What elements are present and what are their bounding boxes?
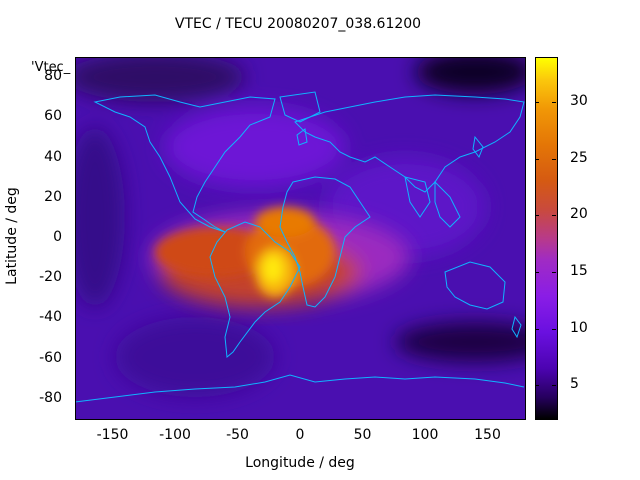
colorbar-tick-mark (552, 328, 556, 330)
colorbar-tick-label: 25 (570, 149, 588, 166)
colorbar-tick-mark (535, 215, 539, 217)
mid-tec-region-north-atlantic (165, 107, 345, 187)
coastline-india (404, 176, 431, 218)
x-tick-label: -100 (159, 427, 191, 443)
x-tick-label: 150 (474, 427, 501, 443)
coastlines (75, 91, 525, 403)
colorbar (535, 57, 558, 420)
chart-title: VTEC / TECU 20080207_038.61200 (174, 16, 422, 32)
colorbar-tick-label: 5 (570, 376, 579, 393)
colorbar-tick-mark (535, 385, 539, 387)
x-tick-label: 50 (353, 427, 372, 443)
low-tec-region-west-edge (75, 127, 125, 307)
anomaly-west-lobe (155, 227, 275, 277)
colorbar-tick-mark (535, 328, 539, 330)
y-tick-label: -60 (39, 349, 62, 366)
x-tick-label: 100 (411, 427, 439, 443)
colorbar-tick-mark (535, 158, 539, 160)
y-tick-label: 80 (44, 68, 62, 85)
coastline-africa (279, 176, 371, 308)
y-axis-label: Latitude / deg (4, 187, 20, 285)
low-tec-region-south-pacific (115, 317, 275, 397)
coastline-japan (472, 135, 484, 159)
low-tec-region-north-pacific (75, 57, 245, 102)
coastline-new-zealand (511, 315, 522, 339)
colorbar-tick-mark (552, 102, 556, 104)
y-tick-label: 20 (44, 188, 62, 205)
colorbar-tick-mark (535, 271, 539, 273)
y-tick-label: -20 (39, 269, 62, 286)
coastline-australia (444, 261, 506, 310)
y-tick-label: -40 (39, 309, 62, 326)
anomaly-peak (263, 255, 283, 283)
low-tec-region-north-asia (415, 57, 525, 94)
coastline-south-america (209, 221, 301, 358)
colorbar-tick-mark (552, 215, 556, 217)
colorbar-tick-mark (552, 271, 556, 273)
x-tick-label: -50 (226, 427, 249, 443)
y-tick-label: 0 (53, 229, 62, 245)
colorbar-tick-mark (552, 158, 556, 160)
coastline-eurasia (294, 94, 525, 193)
y-tick-label: -80 (39, 389, 62, 406)
coastline-uk (296, 128, 308, 146)
heatmap-svg (75, 57, 525, 419)
colorbar-tick-mark (535, 102, 539, 104)
coastline-southeast-asia (434, 180, 461, 228)
colorbar-tick-label: 30 (570, 93, 588, 110)
colorbar-tick-label: 10 (570, 319, 588, 336)
coastline-north-america (93, 94, 276, 233)
heatmap-plot-area (75, 57, 525, 419)
low-tec-region-south-indian (395, 322, 525, 362)
y-tick-label: 60 (44, 108, 62, 125)
y-tick-label: 40 (44, 148, 62, 165)
colorbar-tick-mark (552, 385, 556, 387)
x-tick-label: -150 (96, 427, 129, 443)
colorbar-tick-label: 20 (570, 206, 588, 223)
colorbar-tick-label: 15 (570, 262, 588, 279)
coastline-antarctica (75, 374, 525, 403)
x-tick-label: 0 (295, 427, 305, 443)
x-axis-label: Longitude / deg (245, 455, 355, 471)
anomaly-north-lobe (255, 207, 315, 237)
legend-key: 'Vtec_ (31, 60, 71, 75)
